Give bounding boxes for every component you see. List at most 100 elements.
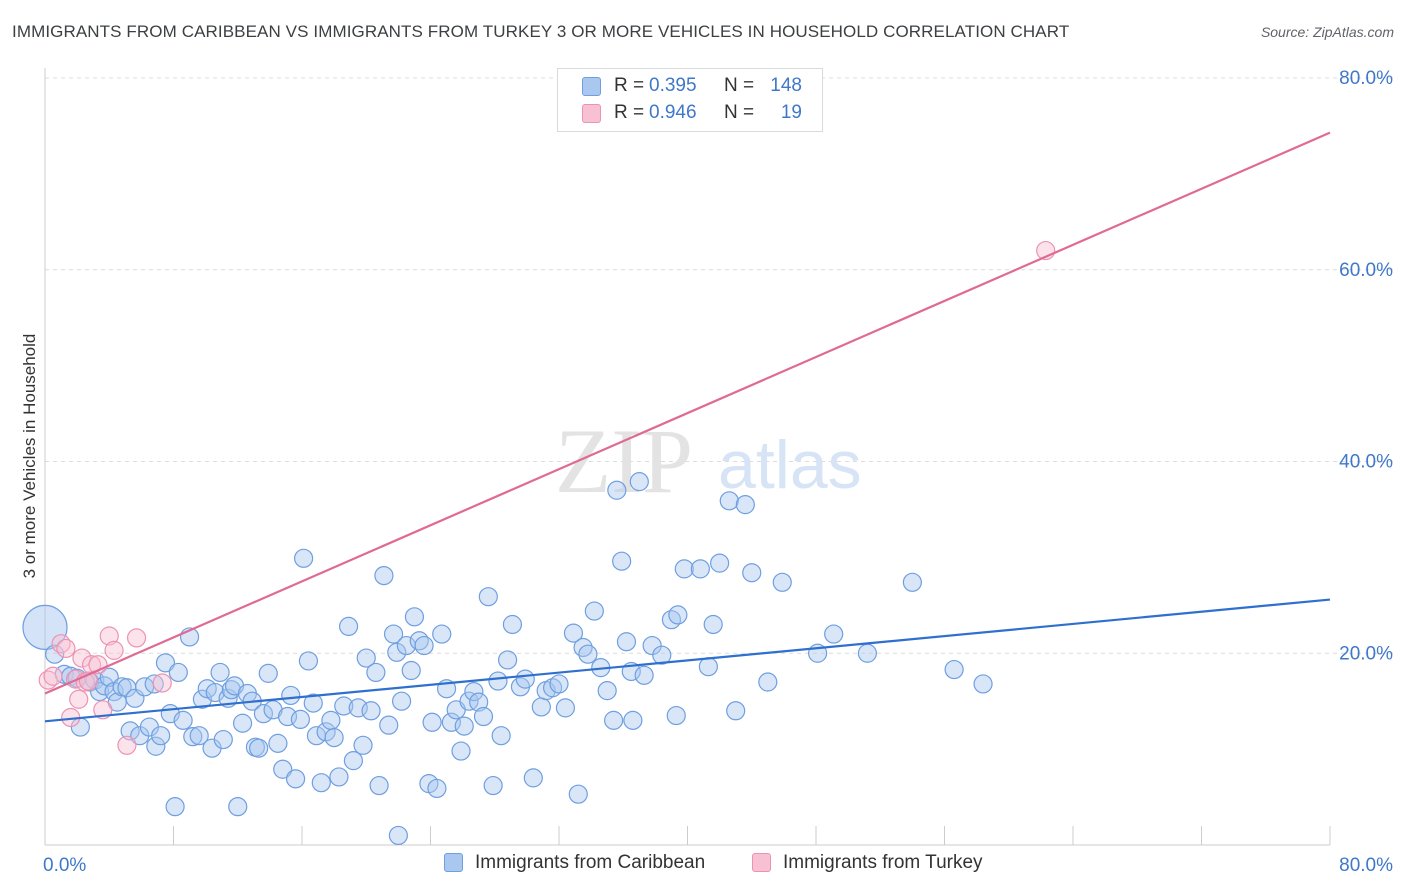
legend-n-label: N =	[724, 75, 755, 96]
y-tick-label: 40.0%	[1339, 452, 1393, 473]
y-axis-label: 3 or more Vehicles in Household	[20, 333, 39, 579]
caribbean-point	[151, 726, 171, 746]
caribbean-point	[353, 735, 373, 755]
y-tick-label: 20.0%	[1339, 643, 1393, 664]
turkey-point	[72, 648, 92, 668]
watermark-atlas: atlas	[718, 427, 862, 503]
caribbean-point	[616, 632, 637, 652]
caribbean-swatch	[582, 77, 601, 96]
caribbean-point	[311, 773, 331, 793]
caribbean-point	[285, 769, 306, 789]
caribbean-point	[604, 710, 624, 730]
caribbean-point	[555, 698, 576, 718]
caribbean-point	[623, 710, 643, 730]
caribbean-point	[189, 726, 209, 746]
caribbean-point	[690, 559, 710, 579]
caribbean-point	[515, 669, 535, 689]
caribbean-point	[498, 650, 518, 670]
legend-n-label: N =	[724, 102, 755, 123]
caribbean-point	[414, 635, 434, 656]
caribbean-point	[597, 681, 617, 701]
turkey-point	[126, 628, 147, 648]
legend-label: Immigrants from Caribbean	[475, 852, 706, 873]
caribbean-point	[173, 710, 193, 730]
caribbean-point	[338, 616, 359, 637]
caribbean-point	[629, 472, 649, 492]
x-tick-label: 0.0%	[43, 855, 86, 876]
x-tick-label: 80.0%	[1339, 855, 1393, 876]
caribbean-point	[268, 733, 288, 753]
caribbean-point	[973, 674, 993, 694]
caribbean-points	[22, 472, 993, 846]
legend-label: Immigrants from Turkey	[783, 852, 983, 873]
caribbean-point	[388, 825, 408, 846]
caribbean-point	[488, 671, 508, 691]
caribbean-point	[366, 662, 386, 683]
turkey-point	[43, 666, 63, 686]
turkey-swatch	[752, 853, 771, 872]
caribbean-point	[168, 662, 188, 683]
caribbean-point	[563, 623, 584, 643]
caribbean-point	[473, 706, 494, 727]
caribbean-point	[726, 701, 746, 721]
caribbean-point	[369, 775, 389, 796]
caribbean-point	[666, 705, 686, 726]
caribbean-point	[607, 480, 627, 500]
axes	[44, 68, 1331, 846]
caribbean-point	[391, 691, 412, 711]
turkey-point	[152, 673, 172, 693]
caribbean-point	[146, 736, 166, 756]
caribbean-point	[210, 662, 230, 683]
caribbean-point	[321, 710, 341, 730]
turkey-trend-line	[44, 131, 1331, 695]
caribbean-point	[290, 709, 310, 730]
trend-lines	[44, 131, 1331, 723]
caribbean-point	[298, 651, 319, 671]
caribbean-point	[422, 712, 442, 732]
caribbean-point	[710, 553, 730, 573]
caribbean-point	[379, 715, 399, 735]
caribbean-point	[454, 716, 474, 736]
caribbean-point	[531, 697, 551, 717]
caribbean-point	[334, 696, 354, 716]
caribbean-point	[578, 644, 598, 664]
caribbean-point	[451, 741, 471, 761]
caribbean-point	[674, 559, 694, 579]
y-tick-label: 60.0%	[1339, 260, 1393, 281]
caribbean-point	[273, 759, 293, 779]
caribbean-point	[652, 645, 672, 665]
caribbean-point	[459, 691, 479, 711]
legend-n-value: 148	[770, 75, 802, 96]
caribbean-point	[502, 614, 523, 635]
caribbean-point	[324, 728, 344, 748]
caribbean-point	[374, 565, 394, 586]
turkey-swatch	[582, 104, 601, 123]
caribbean-point	[401, 660, 421, 681]
y-tick-label: 80.0%	[1339, 68, 1393, 89]
caribbean-point	[634, 665, 654, 685]
caribbean-point	[228, 797, 248, 817]
caribbean-point	[758, 672, 778, 692]
legend-r-value: 0.946	[649, 102, 697, 123]
caribbean-point	[427, 778, 447, 799]
turkey-point	[104, 640, 124, 660]
caribbean-point	[523, 768, 543, 788]
caribbean-point	[404, 607, 425, 627]
caribbean-point	[568, 784, 588, 804]
caribbean-point	[824, 624, 844, 644]
caribbean-point	[742, 563, 762, 583]
caribbean-point	[857, 643, 878, 663]
caribbean-point	[213, 729, 233, 750]
tick-labels: 20.0% 40.0% 60.0% 80.0% 0.0% 80.0%	[43, 68, 1393, 876]
caribbean-swatch	[444, 853, 463, 872]
caribbean-point	[281, 685, 301, 706]
caribbean-point	[719, 491, 739, 511]
turkey-point	[56, 638, 76, 659]
caribbean-point	[232, 713, 253, 733]
caribbean-point	[478, 587, 498, 607]
caribbean-point	[944, 659, 964, 680]
caribbean-point	[356, 648, 376, 668]
source-credit: Source: ZipAtlas.com	[1260, 24, 1394, 40]
legend-n-value: 19	[780, 102, 802, 123]
